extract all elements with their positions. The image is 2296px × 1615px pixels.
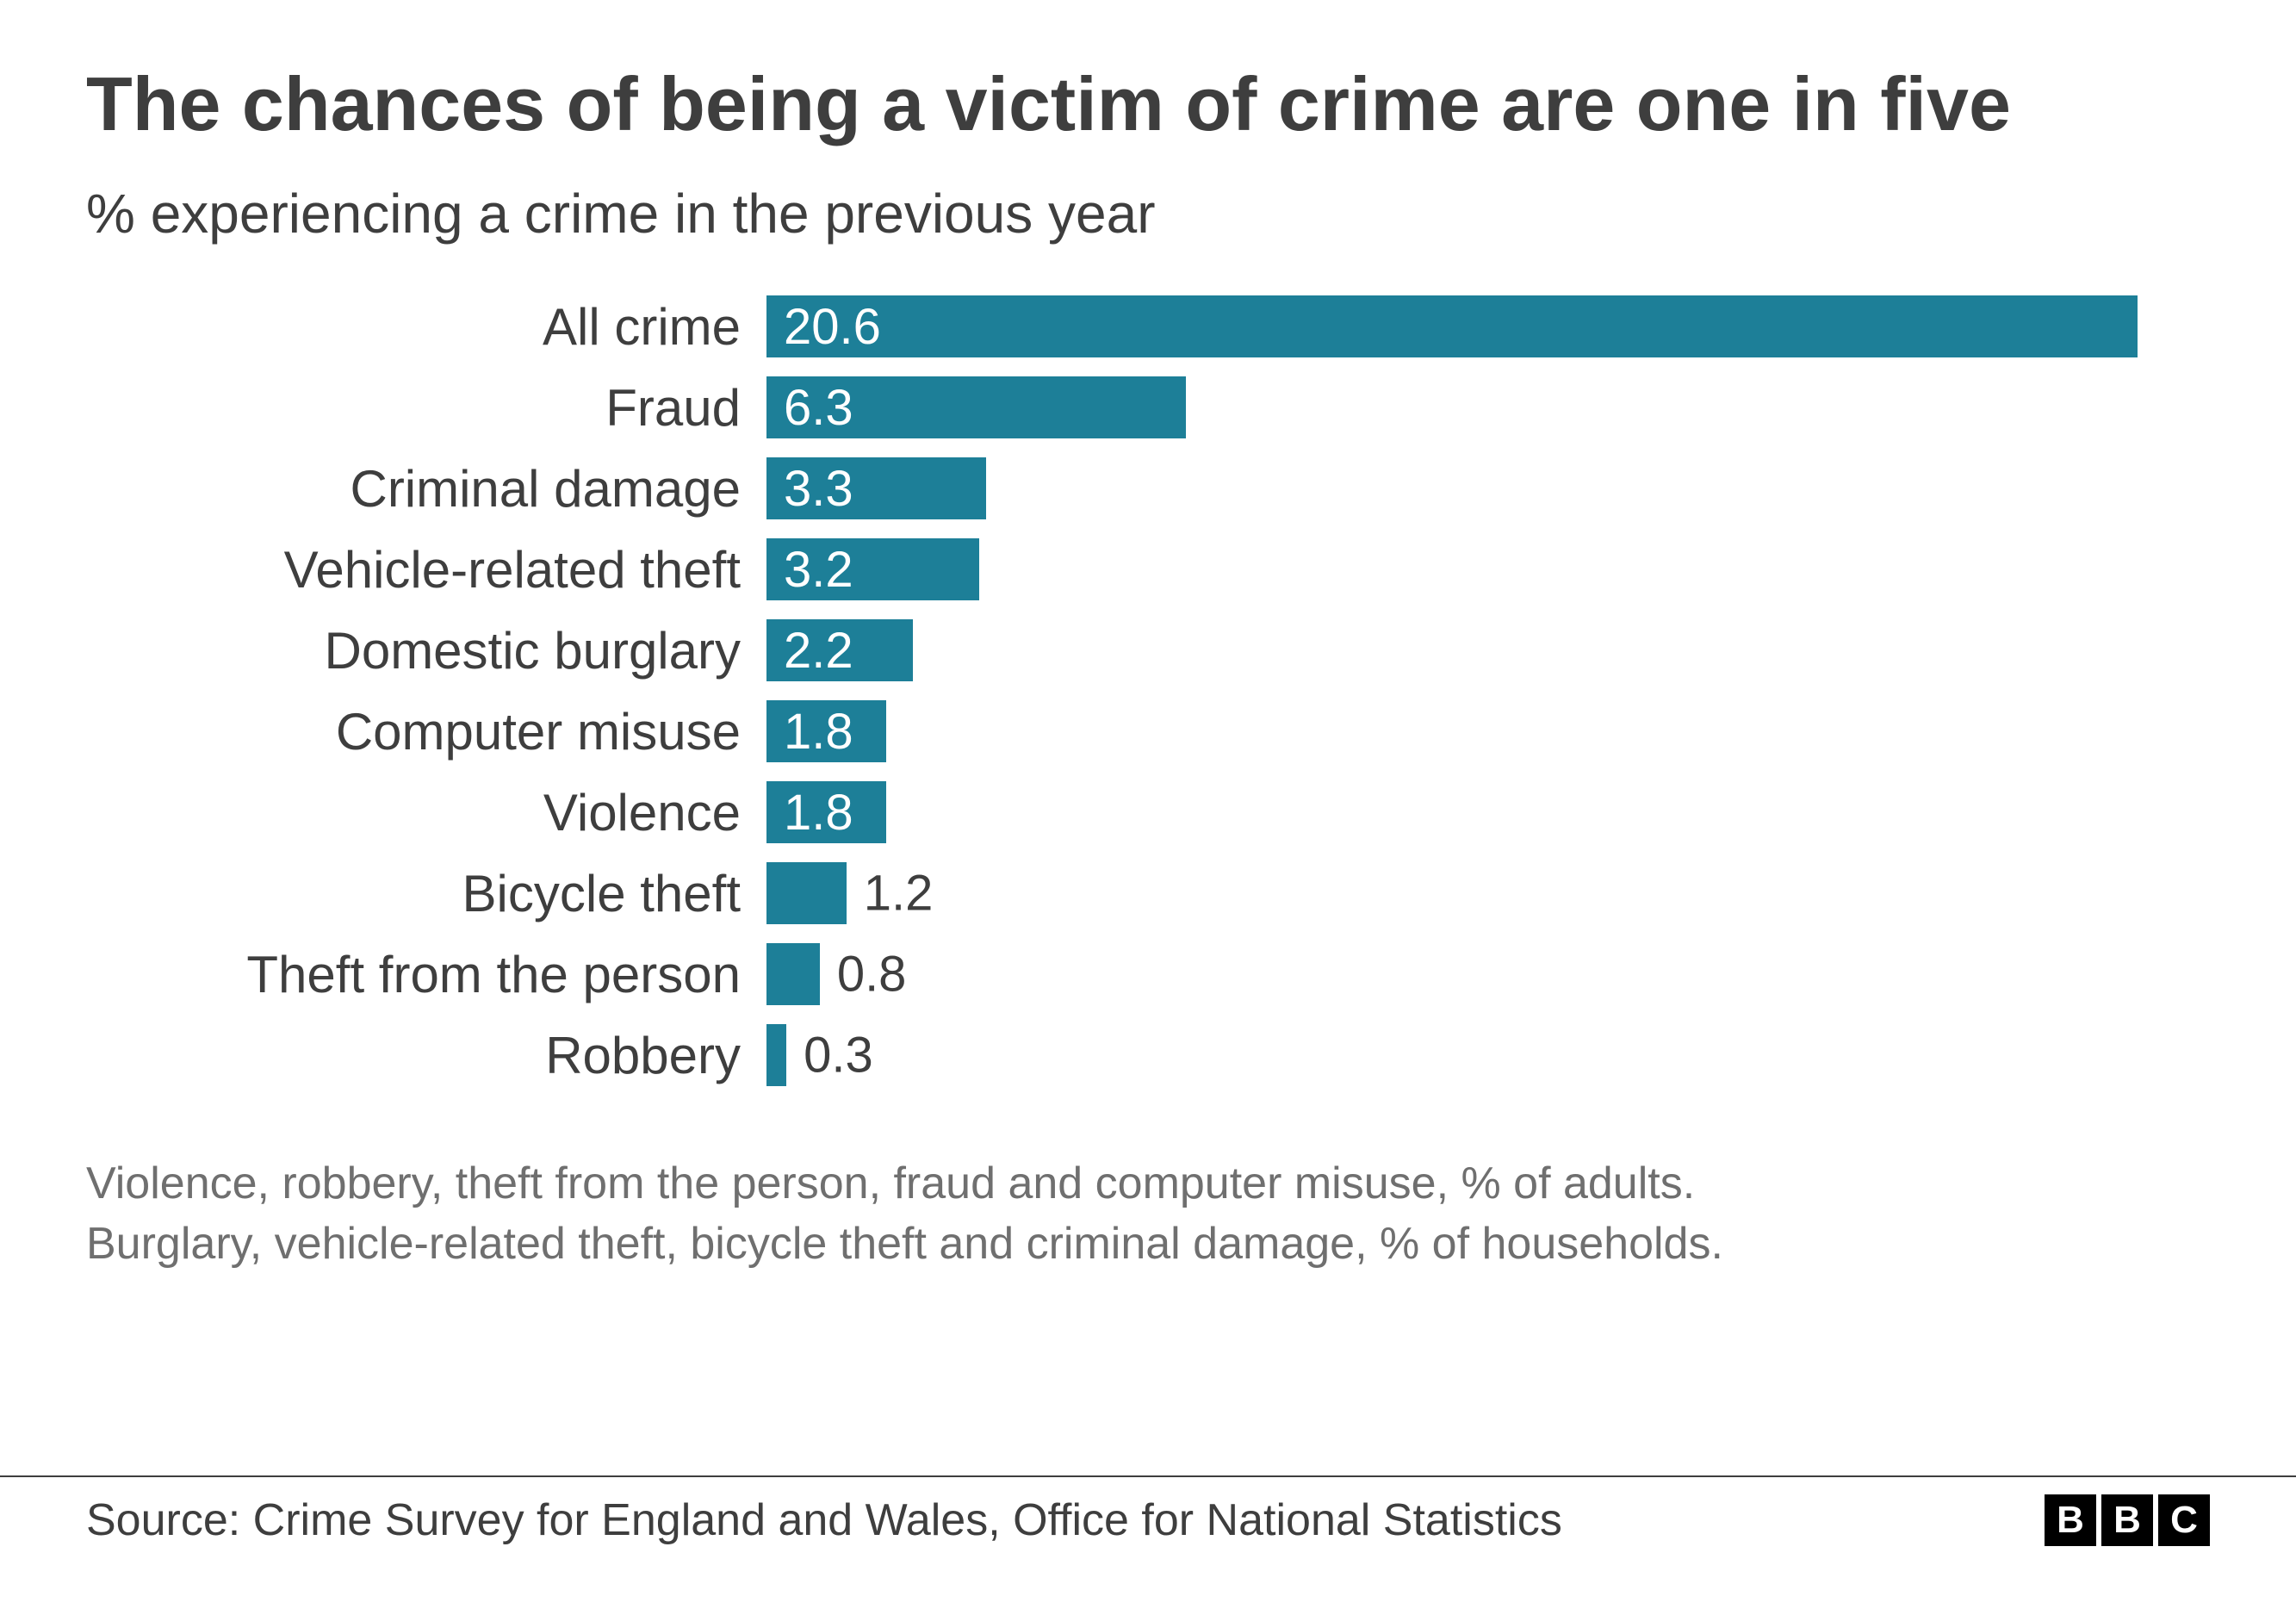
- value-label: 0.8: [837, 946, 907, 1003]
- bar-track: 3.3: [766, 457, 2210, 519]
- bar-row: Violence1.8: [86, 774, 2210, 850]
- category-label: Fraud: [86, 378, 766, 438]
- bar-row: Fraud6.3: [86, 370, 2210, 445]
- bar-row: Domestic burglary2.2: [86, 612, 2210, 688]
- bar-track: 0.3: [766, 1024, 2210, 1086]
- bbc-logo: BBC: [2045, 1494, 2210, 1546]
- value-label: 2.2: [766, 622, 853, 680]
- bar-track: 1.8: [766, 781, 2210, 843]
- bbc-logo-box: C: [2158, 1494, 2210, 1546]
- bar: 1.8: [766, 700, 886, 762]
- bar: 2.2: [766, 619, 913, 681]
- bar-chart: All crime20.6Fraud6.3Criminal damage3.3V…: [86, 289, 2210, 1093]
- bar: 3.3: [766, 457, 986, 519]
- value-label: 20.6: [766, 298, 881, 356]
- category-label: Vehicle-related theft: [86, 540, 766, 599]
- chart-title: The chances of being a victim of crime a…: [86, 60, 2210, 147]
- bar-track: 6.3: [766, 376, 2210, 438]
- bar-row: Theft from the person 0.8: [86, 936, 2210, 1012]
- category-label: Theft from the person: [86, 945, 766, 1004]
- bar-row: All crime20.6: [86, 289, 2210, 364]
- category-label: Violence: [86, 783, 766, 842]
- bar-track: 20.6: [766, 295, 2210, 357]
- bar: [766, 1024, 786, 1086]
- category-label: Domestic burglary: [86, 621, 766, 680]
- category-label: Bicycle theft: [86, 864, 766, 923]
- value-label: 1.2: [864, 865, 934, 922]
- source-text: Source: Crime Survey for England and Wal…: [86, 1494, 1562, 1546]
- bar-track: 1.8: [766, 700, 2210, 762]
- value-label: 6.3: [766, 379, 853, 437]
- bar: [766, 943, 820, 1005]
- bar-row: Bicycle theft 1.2: [86, 855, 2210, 931]
- bar-track: 0.8: [766, 943, 2210, 1005]
- bbc-logo-box: B: [2045, 1494, 2096, 1546]
- bar: [766, 862, 847, 924]
- bar-row: Computer misuse1.8: [86, 693, 2210, 769]
- bar-track: 2.2: [766, 619, 2210, 681]
- chart-subtitle: % experiencing a crime in the previous y…: [86, 182, 2210, 245]
- bar: 6.3: [766, 376, 1186, 438]
- category-label: All crime: [86, 297, 766, 357]
- category-label: Robbery: [86, 1026, 766, 1085]
- bbc-logo-box: B: [2101, 1494, 2153, 1546]
- value-label: 1.8: [766, 703, 853, 761]
- bar: 1.8: [766, 781, 886, 843]
- value-label: 1.8: [766, 784, 853, 842]
- bar: 20.6: [766, 295, 2138, 357]
- category-label: Computer misuse: [86, 702, 766, 761]
- bar-row: Vehicle-related theft3.2: [86, 531, 2210, 607]
- chart-footnotes: Violence, robbery, theft from the person…: [86, 1153, 2210, 1274]
- chart-container: The chances of being a victim of crime a…: [0, 0, 2296, 1615]
- value-label: 0.3: [804, 1027, 873, 1084]
- bar-track: 3.2: [766, 538, 2210, 600]
- value-label: 3.3: [766, 460, 853, 518]
- category-label: Criminal damage: [86, 459, 766, 519]
- bar: 3.2: [766, 538, 979, 600]
- value-label: 3.2: [766, 541, 853, 599]
- footnote-line: Burglary, vehicle-related theft, bicycle…: [86, 1214, 2210, 1274]
- source-bar: Source: Crime Survey for England and Wal…: [0, 1475, 2296, 1546]
- bar-track: 1.2: [766, 862, 2210, 924]
- bar-row: Criminal damage3.3: [86, 450, 2210, 526]
- footnote-line: Violence, robbery, theft from the person…: [86, 1153, 2210, 1214]
- bar-row: Robbery 0.3: [86, 1017, 2210, 1093]
